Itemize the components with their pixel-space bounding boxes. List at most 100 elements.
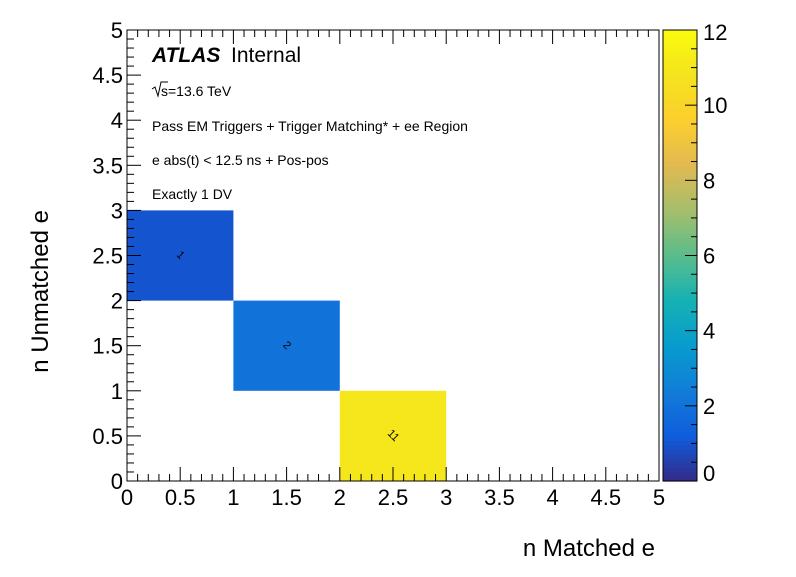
colorbar-segment [663,169,697,175]
x-tick-label: 1 [227,485,239,510]
colorbar-segment [663,314,697,320]
colorbar-segment [663,66,697,72]
colorbar-segment [663,124,697,130]
colorbar-segment [663,327,697,333]
colorbar-segment [663,476,697,482]
colorbar-segment [663,282,697,288]
colorbar-segment [663,178,697,184]
colorbar-segment [663,431,697,437]
colorbar-segment [663,386,697,392]
heatmap-cell-1 [127,210,234,301]
colorbar-segment [663,323,697,329]
colorbar-tick-label: 12 [703,20,727,45]
colorbar-segment [663,444,697,451]
colorbar-segment [663,111,697,117]
colorbar-segment [663,404,697,410]
internal-label: Internal [231,44,301,67]
colorbar-segment [663,246,697,252]
colorbar-segment [663,147,697,153]
colorbar-segment [663,133,697,139]
colorbar-segment [663,43,697,49]
selection-line-3: Exactly 1 DV [152,186,233,202]
colorbar-segment [663,93,697,99]
y-tick-label: 2 [111,289,123,314]
colorbar-segment [663,52,697,58]
x-tick-label: 4.5 [591,485,622,510]
colorbar-segment [663,417,697,423]
colorbar-segment [663,471,697,478]
colorbar-segment [663,368,697,374]
colorbar-segment [663,350,697,356]
heatmap-cell-2 [233,300,340,391]
colorbar-tick-label: 8 [703,168,715,193]
atlas-label: ATLAS [151,44,220,67]
selection-line-2: e abs(t) < 12.5 ns + Pos-pos [152,152,329,168]
y-tick-label: 4.5 [92,63,123,88]
colorbar-segment [663,70,697,76]
heatmap-cells [127,210,447,481]
colorbar-segment [663,61,697,67]
colorbar-segment [663,291,697,297]
colorbar-segment [663,138,697,144]
colorbar-segment [663,219,697,225]
colorbar-segment [663,34,697,40]
y-tick-label: 5 [111,18,123,43]
colorbar-segment [663,48,697,54]
x-axis: 0 0.5 1 1.5 2 2.5 3 3.5 4 4.5 5 [121,30,665,510]
colorbar-segment [663,192,697,198]
y-tick-label: 4 [111,108,123,133]
colorbar-segment [663,309,697,315]
colorbar-segment [663,165,697,171]
y-tick-label: 0.5 [92,424,123,449]
colorbar-segment [663,79,697,85]
colorbar-segment [663,223,697,230]
colorbar-tick-label: 6 [703,244,715,269]
colorbar-segment [663,183,697,189]
selection-line-1: Pass EM Triggers + Trigger Matching* + e… [152,118,468,134]
x-tick-label: 4 [546,485,558,510]
colorbar-segment [663,422,697,428]
y-axis: 0 0.5 1 1.5 2 2.5 3 3.5 4 4.5 5 [92,18,141,494]
colorbar-segment [663,156,697,162]
colorbar-segment [663,269,697,275]
colorbar-segment [663,345,697,351]
heatmap-cell-3 [339,390,447,481]
energy-label: s=13.6 TeV [161,83,232,99]
colorbar-segment [663,462,697,469]
colorbar-segment [663,102,697,108]
x-tick-label: 5 [653,485,665,510]
colorbar-segment [663,354,697,360]
colorbar: 0 2 4 6 8 10 12 [662,20,727,486]
sqrt-symbol [151,81,168,98]
colorbar-segment [663,363,697,369]
colorbar-segment [663,260,697,266]
colorbar-segment [663,237,697,243]
colorbar-segment [663,399,697,405]
colorbar-segment [663,458,697,464]
colorbar-segment [663,120,697,126]
y-tick-label: 0 [111,469,123,494]
colorbar-segment [663,142,697,148]
colorbar-segment [663,241,697,248]
colorbar-segment [663,278,697,284]
colorbar-segment [663,174,697,180]
colorbar-segment [663,151,697,157]
colorbar-segment [663,467,697,473]
colorbar-segment [663,296,697,302]
x-axis-title: n Matched e [523,535,655,562]
colorbar-tick-label: 10 [703,93,727,118]
colorbar-segment [663,300,697,306]
colorbar-tick-label: 2 [703,394,715,419]
y-tick-label: 3.5 [92,153,123,178]
y-tick-label: 3 [111,198,123,223]
colorbar-segment [663,381,697,387]
colorbar-segment [663,232,697,239]
colorbar-segment [663,75,697,81]
colorbar-segment [663,160,697,166]
colorbar-segment [663,287,697,293]
colorbar-segment [663,435,697,442]
colorbar-segment [663,372,697,378]
colorbar-segment [663,88,697,94]
colorbar-segment [663,377,697,383]
colorbar-segment [663,359,697,365]
